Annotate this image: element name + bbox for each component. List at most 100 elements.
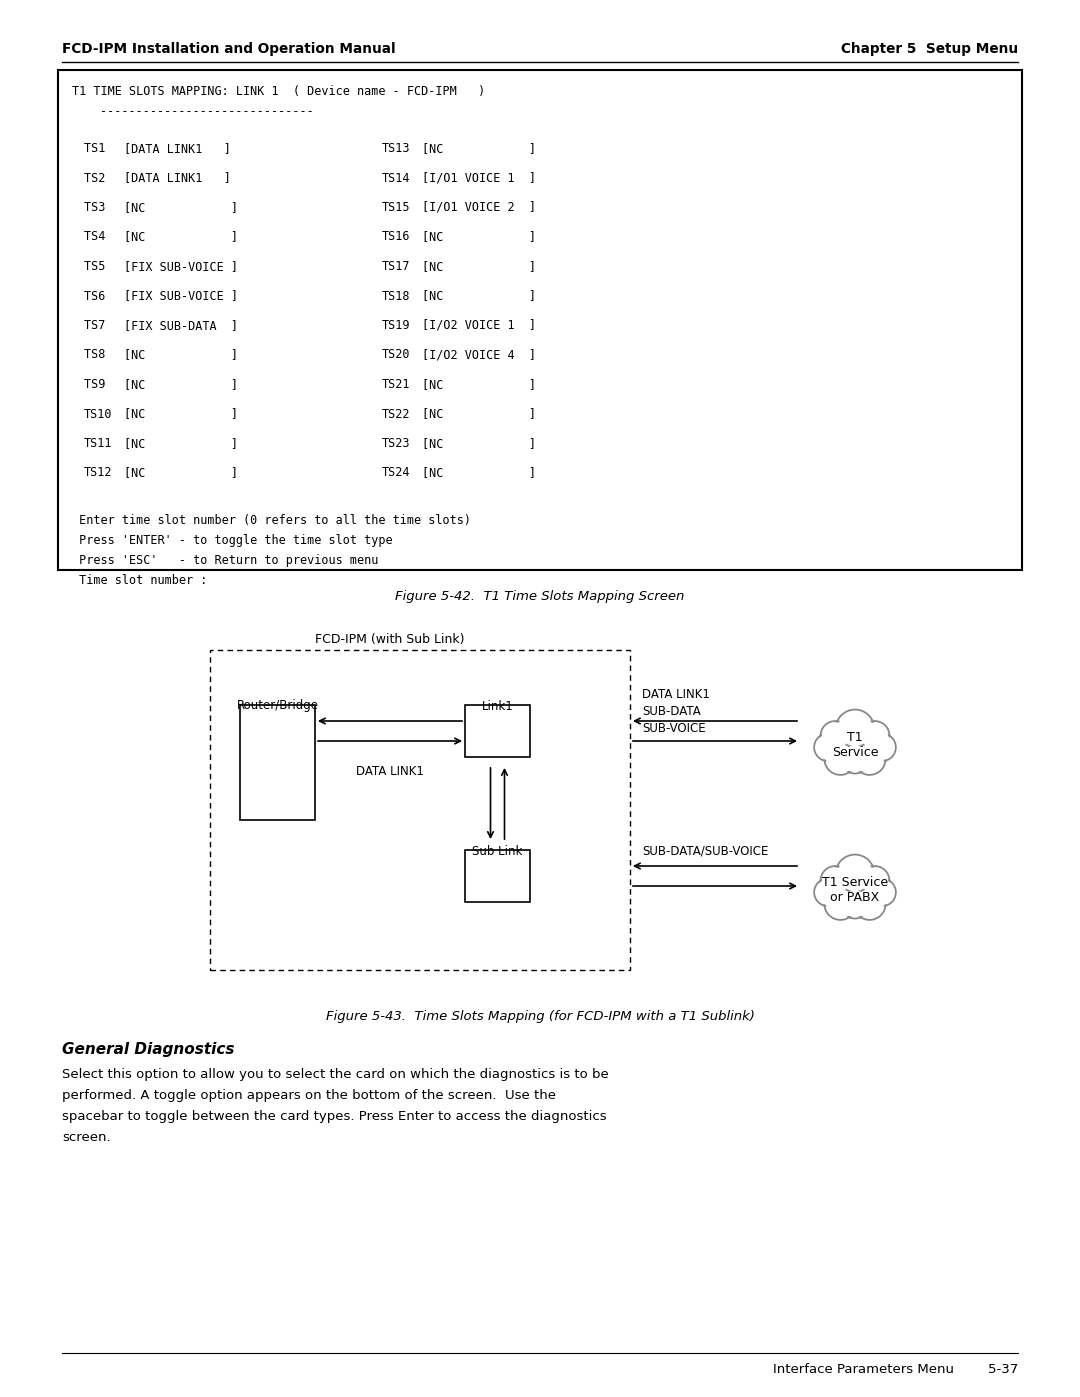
Bar — [240, 705, 315, 820]
Text: [I/O2 VOICE 4  ]: [I/O2 VOICE 4 ] — [422, 348, 536, 362]
Text: TS4: TS4 — [84, 231, 112, 243]
Text: [NC            ]: [NC ] — [124, 467, 238, 479]
Circle shape — [824, 743, 856, 775]
Text: Router/Bridge: Router/Bridge — [237, 698, 319, 712]
Text: [NC            ]: [NC ] — [422, 408, 536, 420]
Text: [NC            ]: [NC ] — [422, 260, 536, 272]
Circle shape — [821, 721, 850, 750]
Circle shape — [868, 733, 895, 761]
Text: Chapter 5  Setup Menu: Chapter 5 Setup Menu — [841, 42, 1018, 56]
Text: [I/O1 VOICE 2  ]: [I/O1 VOICE 2 ] — [422, 201, 536, 214]
Circle shape — [827, 745, 854, 773]
Text: T1
Service: T1 Service — [832, 731, 878, 759]
Circle shape — [824, 887, 856, 919]
Text: TS8: TS8 — [84, 348, 112, 362]
Text: TS18: TS18 — [382, 289, 410, 303]
Text: [NC            ]: [NC ] — [124, 408, 238, 420]
Text: DATA LINK1
SUB-DATA
SUB-VOICE: DATA LINK1 SUB-DATA SUB-VOICE — [642, 687, 710, 735]
Circle shape — [838, 858, 872, 890]
Circle shape — [862, 724, 888, 749]
Text: General Diagnostics: General Diagnostics — [62, 1042, 234, 1058]
Text: Link1: Link1 — [482, 700, 513, 712]
Circle shape — [838, 712, 872, 746]
Text: ------------------------------: ------------------------------ — [100, 105, 314, 117]
Circle shape — [868, 879, 895, 907]
Circle shape — [816, 736, 839, 759]
Circle shape — [816, 880, 839, 904]
Text: Press 'ESC'   - to Return to previous menu: Press 'ESC' - to Return to previous menu — [72, 555, 378, 567]
Text: TS2: TS2 — [84, 172, 112, 184]
Text: Sub Link: Sub Link — [472, 845, 523, 858]
Text: Enter time slot number (0 refers to all the time slots): Enter time slot number (0 refers to all … — [72, 514, 471, 527]
Text: [FIX SUB-VOICE ]: [FIX SUB-VOICE ] — [124, 260, 238, 272]
Text: TS3: TS3 — [84, 201, 112, 214]
Text: Figure 5-42.  T1 Time Slots Mapping Screen: Figure 5-42. T1 Time Slots Mapping Scree… — [395, 590, 685, 604]
Text: screen.: screen. — [62, 1132, 110, 1144]
Text: Select this option to allow you to select the card on which the diagnostics is t: Select this option to allow you to selec… — [62, 1067, 609, 1081]
Circle shape — [842, 891, 867, 916]
Text: DATA LINK1: DATA LINK1 — [356, 766, 424, 778]
Text: FCD-IPM (with Sub Link): FCD-IPM (with Sub Link) — [315, 633, 464, 645]
Text: spacebar to toggle between the card types. Press Enter to access the diagnostics: spacebar to toggle between the card type… — [62, 1111, 607, 1123]
Text: TS15: TS15 — [382, 201, 410, 214]
Text: Time slot number :: Time slot number : — [72, 574, 207, 587]
Text: [NC            ]: [NC ] — [124, 379, 238, 391]
Circle shape — [862, 869, 888, 893]
Text: TS10: TS10 — [84, 408, 112, 420]
Circle shape — [836, 710, 875, 749]
Text: FCD-IPM Installation and Operation Manual: FCD-IPM Installation and Operation Manua… — [62, 42, 395, 56]
Circle shape — [853, 887, 886, 919]
Text: [NC            ]: [NC ] — [124, 437, 238, 450]
Circle shape — [855, 890, 883, 918]
Bar — [58, 70, 1022, 570]
Text: [NC            ]: [NC ] — [124, 231, 238, 243]
Text: Press 'ENTER' - to toggle the time slot type: Press 'ENTER' - to toggle the time slot … — [72, 534, 393, 548]
Text: TS13: TS13 — [382, 142, 410, 155]
Text: TS6: TS6 — [84, 289, 112, 303]
Circle shape — [860, 866, 890, 895]
Text: TS21: TS21 — [382, 379, 410, 391]
Circle shape — [814, 879, 841, 907]
Text: TS1: TS1 — [84, 142, 112, 155]
Text: SUB-DATA/SUB-VOICE: SUB-DATA/SUB-VOICE — [642, 845, 768, 858]
Text: TS16: TS16 — [382, 231, 410, 243]
Text: TS24: TS24 — [382, 467, 410, 479]
Text: [I/O2 VOICE 1  ]: [I/O2 VOICE 1 ] — [422, 319, 536, 332]
Text: TS5: TS5 — [84, 260, 112, 272]
Text: T1 TIME SLOTS MAPPING: LINK 1  ( Device name - FCD-IPM   ): T1 TIME SLOTS MAPPING: LINK 1 ( Device n… — [72, 85, 485, 98]
Text: [NC            ]: [NC ] — [422, 467, 536, 479]
Circle shape — [823, 869, 848, 893]
Circle shape — [823, 724, 848, 749]
Text: [NC            ]: [NC ] — [124, 201, 238, 214]
Text: [I/O1 VOICE 1  ]: [I/O1 VOICE 1 ] — [422, 172, 536, 184]
Text: [NC            ]: [NC ] — [422, 231, 536, 243]
Text: [NC            ]: [NC ] — [124, 348, 238, 362]
Circle shape — [870, 880, 894, 904]
Circle shape — [827, 890, 854, 918]
Circle shape — [853, 743, 886, 775]
Circle shape — [814, 733, 841, 761]
Text: [FIX SUB-VOICE ]: [FIX SUB-VOICE ] — [124, 289, 238, 303]
Text: TS20: TS20 — [382, 348, 410, 362]
Text: TS9: TS9 — [84, 379, 112, 391]
Text: [NC            ]: [NC ] — [422, 289, 536, 303]
Text: TS19: TS19 — [382, 319, 410, 332]
Text: [FIX SUB-DATA  ]: [FIX SUB-DATA ] — [124, 319, 238, 332]
Text: [DATA LINK1   ]: [DATA LINK1 ] — [124, 172, 231, 184]
Text: TS17: TS17 — [382, 260, 410, 272]
Bar — [210, 650, 630, 970]
Text: T1 Service
or PABX: T1 Service or PABX — [822, 876, 888, 904]
Circle shape — [836, 855, 875, 893]
Text: TS11: TS11 — [84, 437, 112, 450]
Circle shape — [842, 746, 867, 771]
Circle shape — [870, 736, 894, 759]
Bar — [465, 705, 530, 757]
Text: Interface Parameters Menu        5-37: Interface Parameters Menu 5-37 — [773, 1363, 1018, 1376]
Circle shape — [840, 745, 869, 774]
Text: TS22: TS22 — [382, 408, 410, 420]
Text: [NC            ]: [NC ] — [422, 142, 536, 155]
Circle shape — [855, 745, 883, 773]
Bar — [465, 849, 530, 902]
Text: TS7: TS7 — [84, 319, 112, 332]
Circle shape — [840, 888, 869, 918]
